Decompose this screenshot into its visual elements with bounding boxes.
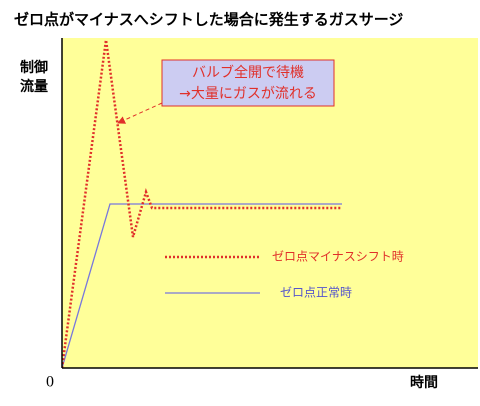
legend-label: ゼロ点正常時 [280,286,352,300]
y-label: 流量 [20,78,48,95]
callout-text: バルブ全開で待機 [192,64,304,81]
origin-label: 0 [46,374,54,391]
callout-arrow [117,102,163,124]
legend-label: ゼロ点マイナスシフト時 [272,250,404,264]
x-label: 時間 [410,374,438,391]
callout-box [161,59,335,107]
y-label: 制御 [20,59,48,76]
shift-line [62,39,342,369]
title: ゼロ点がマイナスへシフトした場合に発生するガスサージ [14,11,403,29]
callout-text: →大量にガスが流れる [179,86,317,102]
normal-line [62,203,342,369]
